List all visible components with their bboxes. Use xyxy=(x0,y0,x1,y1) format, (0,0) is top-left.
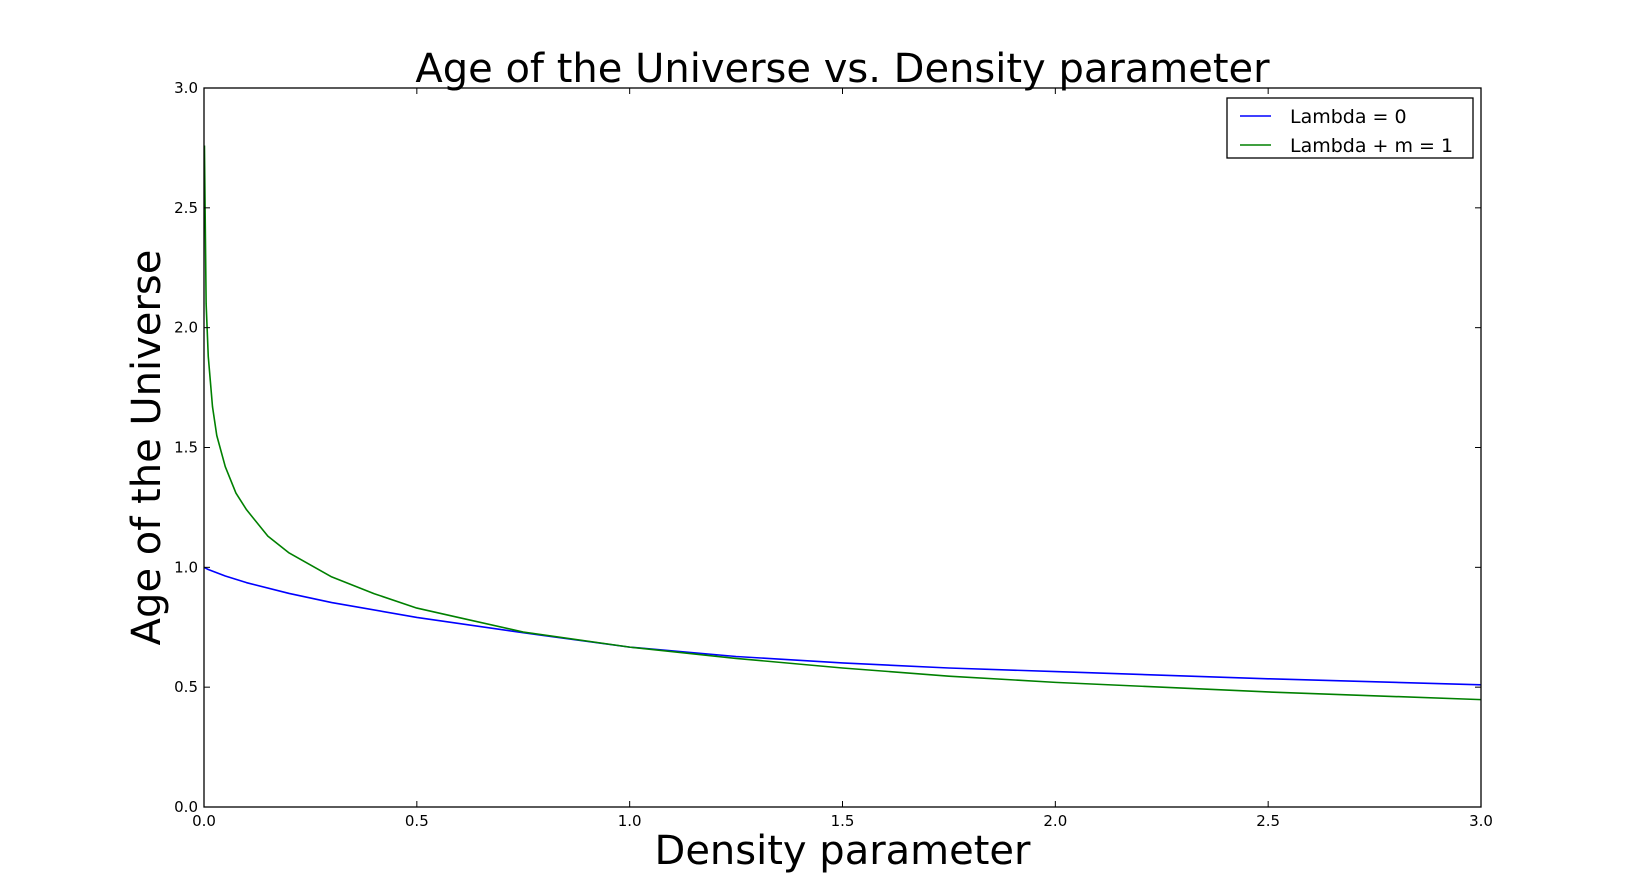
x-tick-label: 0.5 xyxy=(405,812,429,830)
y-tick-label: 0.0 xyxy=(174,798,198,816)
y-tick-label: 0.5 xyxy=(174,678,198,696)
y-tick-label: 2.5 xyxy=(174,199,198,217)
series-line-1 xyxy=(203,566,1482,686)
chart-title: Age of the Universe vs. Density paramete… xyxy=(415,46,1270,92)
x-tick-label: 0.0 xyxy=(192,812,216,830)
legend-label-2: Lambda + m = 1 xyxy=(1290,135,1453,157)
y-axis-label: Age of the Universe xyxy=(124,250,170,646)
legend: Lambda = 0 Lambda + m = 1 xyxy=(1226,97,1474,159)
y-tick-label: 1.5 xyxy=(174,439,198,457)
x-tick-label: 2.5 xyxy=(1256,812,1280,830)
y-tick-label: 2.0 xyxy=(174,319,198,337)
y-tick-label: 1.0 xyxy=(174,558,198,576)
x-axis-label: Density parameter xyxy=(655,828,1032,874)
plot-area: 0.0 0.5 1.0 1.5 2.0 2.5 3.0 0.0 0.5 1.0 1.5 2.0 2.5 3… xyxy=(174,79,1493,830)
x-tick-label: 1.0 xyxy=(618,812,642,830)
legend-label-1: Lambda = 0 xyxy=(1290,106,1407,128)
x-tick-label: 2.0 xyxy=(1043,812,1067,830)
legend-box xyxy=(1226,97,1474,159)
x-tick-label: 1.5 xyxy=(831,812,855,830)
plot-frame xyxy=(203,87,1482,808)
x-tick-label: 3.0 xyxy=(1469,812,1493,830)
series-line-2 xyxy=(203,145,1482,701)
y-tick-label: 3.0 xyxy=(174,79,198,97)
